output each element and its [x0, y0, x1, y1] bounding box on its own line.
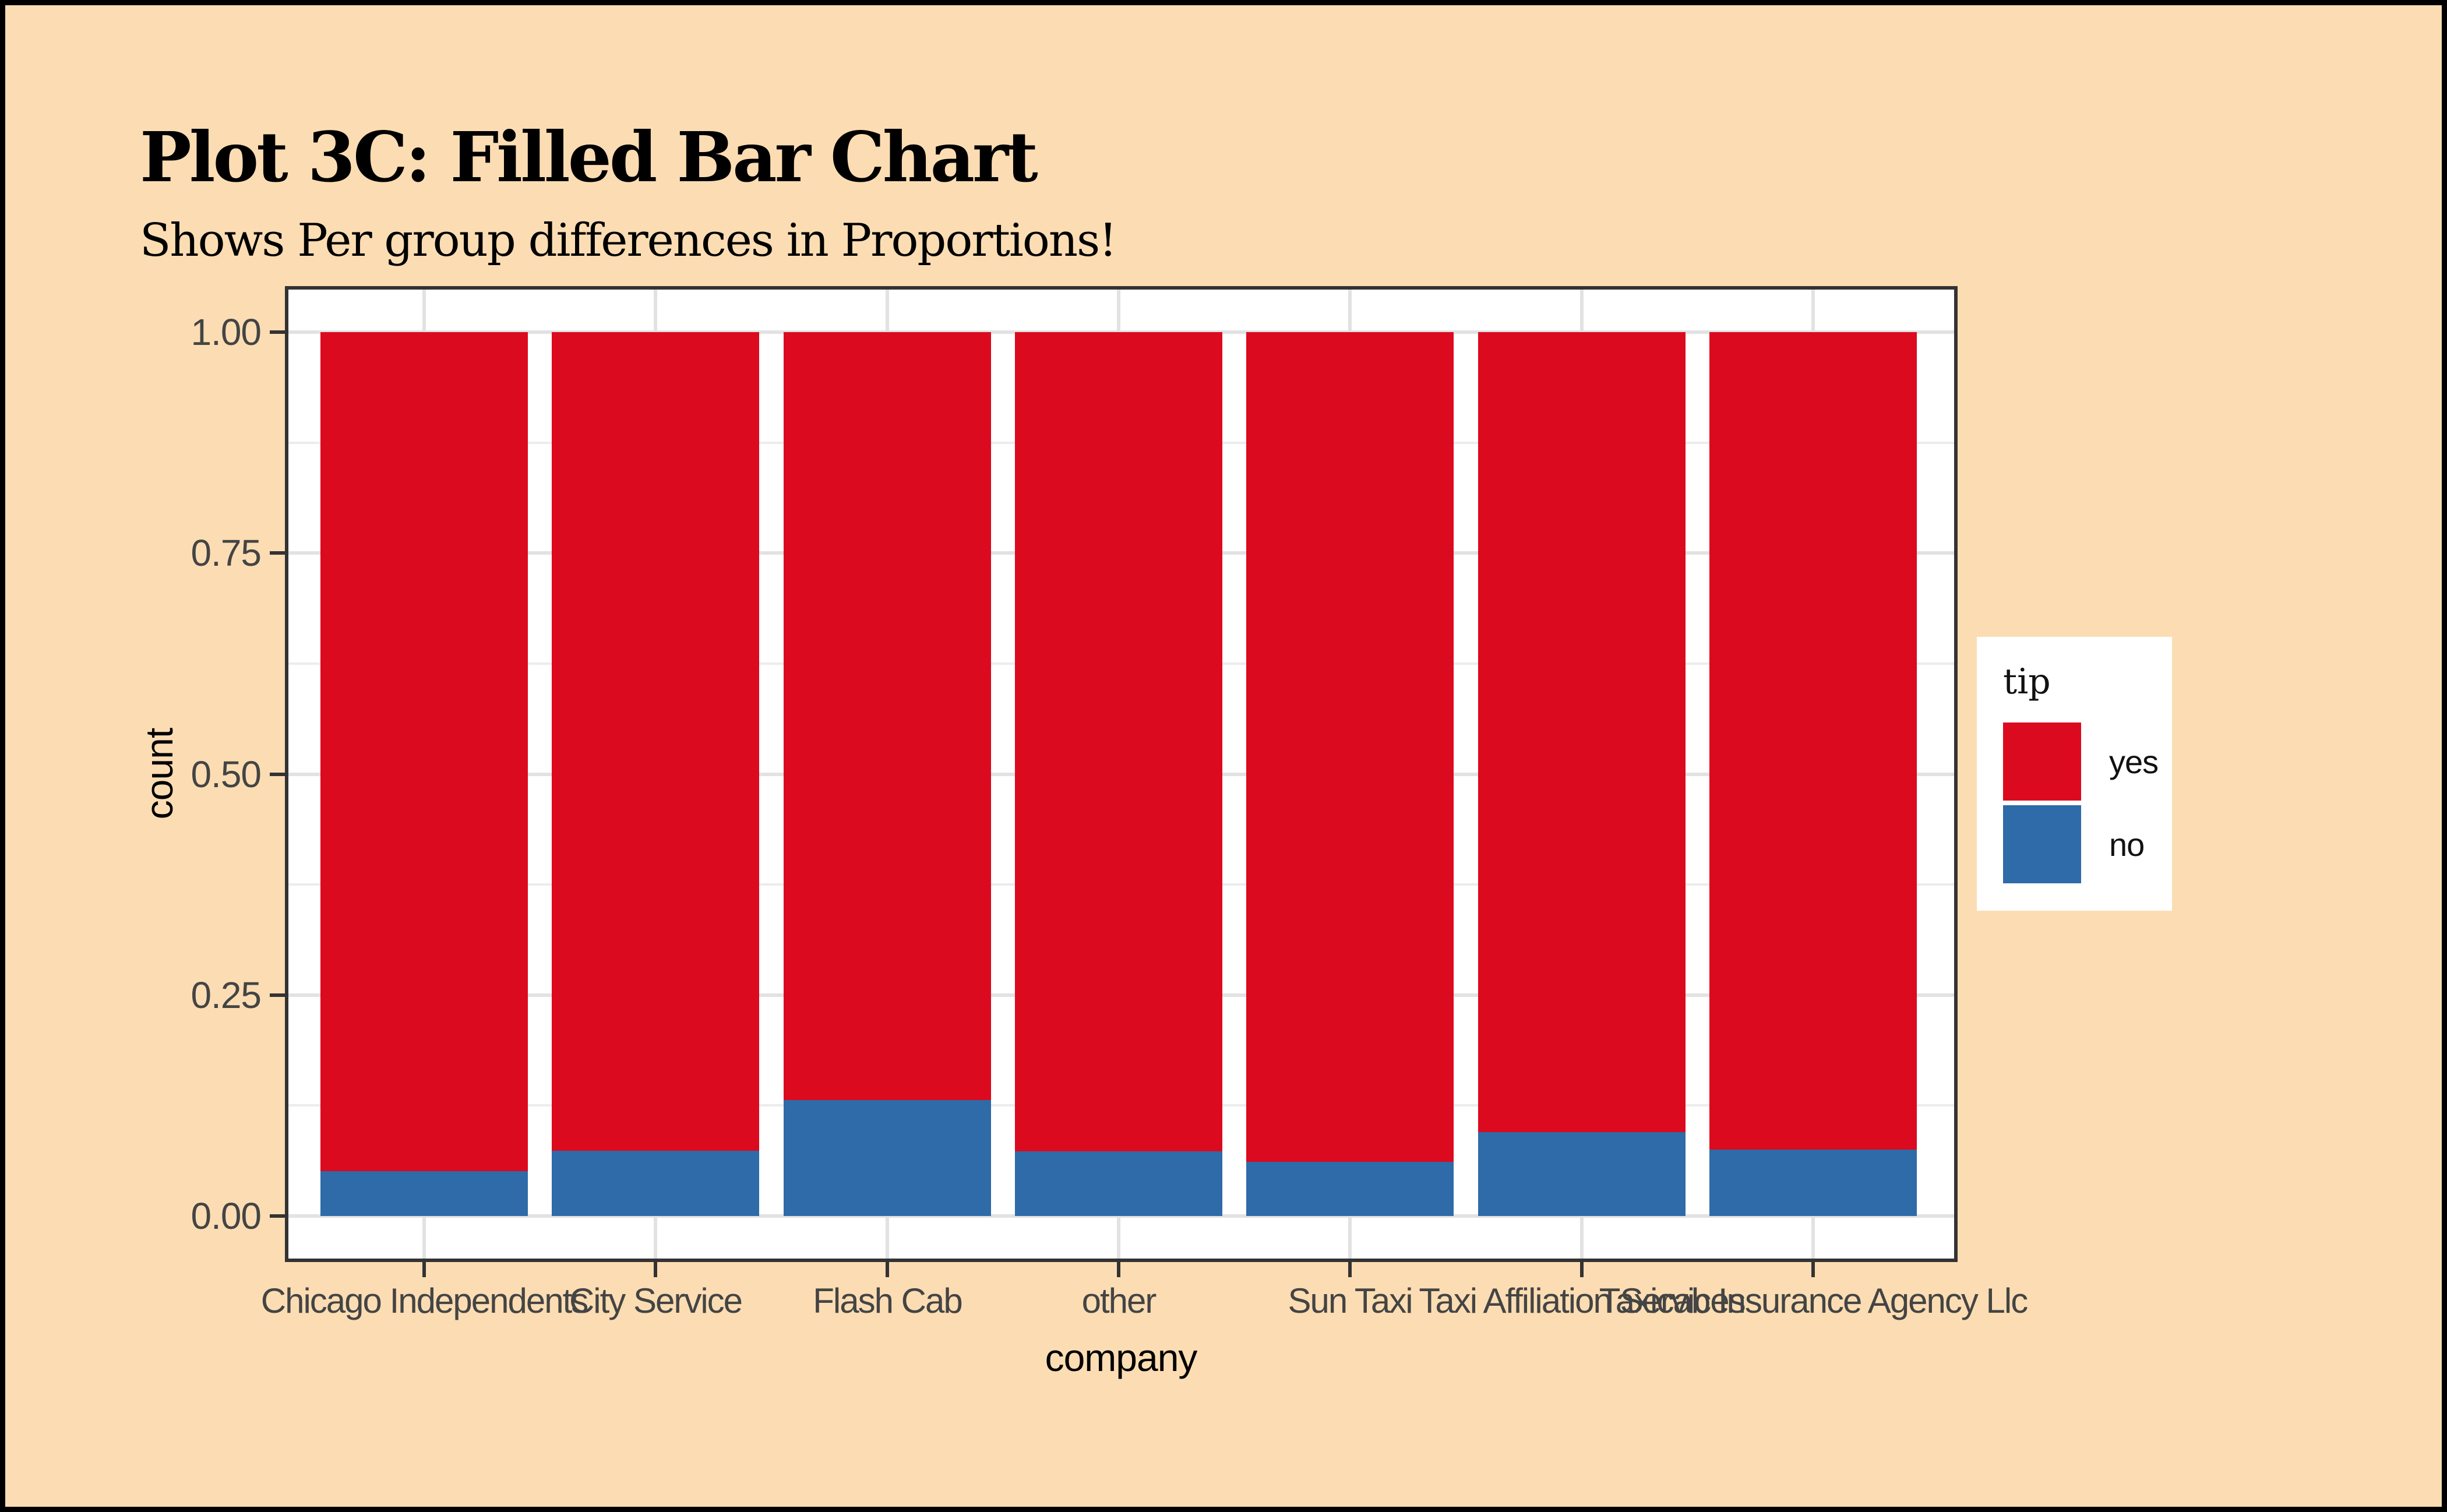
- legend-entries: yes no: [2003, 722, 2159, 883]
- bar-segment-yes: [1246, 332, 1454, 1162]
- bar-segment-yes: [1709, 332, 1917, 1150]
- x-tick-mark: [422, 1262, 426, 1277]
- legend-entry-label: no: [2109, 826, 2145, 863]
- y-tick-mark: [270, 772, 285, 776]
- bar-segment-no: [1478, 1132, 1686, 1216]
- y-tick-label: 0.25: [191, 974, 262, 1016]
- chart-subtitle: Shows Per group differences in Proportio…: [140, 214, 1117, 267]
- x-tick-label: Chicago Independents: [260, 1281, 588, 1320]
- bar-segment-no: [784, 1100, 991, 1216]
- x-tick-label: Taxicab Insurance Agency Llc: [1599, 1281, 2028, 1320]
- bar-segment-yes: [784, 332, 991, 1101]
- x-tick-label: Sun Taxi: [1288, 1281, 1413, 1320]
- bar-segment-no: [320, 1171, 528, 1216]
- legend-entry-label: yes: [2109, 743, 2159, 780]
- gridline-horizontal-major: [288, 1214, 1954, 1218]
- bar-segment-no: [552, 1150, 759, 1216]
- x-tick-mark: [1348, 1262, 1352, 1277]
- y-tick-mark: [270, 1214, 285, 1218]
- bar-segment-yes: [1015, 332, 1222, 1152]
- y-tick-mark: [270, 330, 285, 334]
- x-tick-label: Taxi Affiliation Services: [1419, 1281, 1746, 1320]
- x-tick-mark: [1580, 1262, 1584, 1277]
- bar-segment-yes: [1478, 332, 1686, 1132]
- x-tick-mark: [654, 1262, 657, 1277]
- legend-entry: no: [2003, 805, 2146, 883]
- x-tick-mark: [1811, 1262, 1815, 1277]
- x-tick-mark: [1117, 1262, 1120, 1277]
- y-tick-label: 0.50: [191, 753, 262, 795]
- y-tick-label: 1.00: [191, 311, 262, 353]
- bar-segment-yes: [320, 332, 528, 1171]
- plot-panel: [285, 286, 1958, 1262]
- x-tick-label: City Service: [569, 1281, 743, 1320]
- bar-segment-no: [1015, 1151, 1222, 1216]
- legend-key-swatch: [2003, 722, 2081, 801]
- x-tick-label: other: [1081, 1281, 1157, 1320]
- x-tick-mark: [886, 1262, 889, 1277]
- chart-title: Plot 3C: Filled Bar Chart: [140, 117, 1038, 198]
- legend-entry: yes: [2003, 722, 2159, 801]
- legend-key-swatch: [2003, 805, 2081, 883]
- bar-segment-yes: [552, 332, 759, 1151]
- y-tick-label: 0.00: [191, 1195, 262, 1237]
- legend: tip yes no: [1977, 637, 2172, 911]
- y-axis-title: count: [137, 728, 181, 820]
- bar-segment-no: [1709, 1150, 1917, 1216]
- x-axis-title: company: [1045, 1336, 1198, 1379]
- x-tick-label: Flash Cab: [813, 1281, 962, 1320]
- bar-segment-no: [1246, 1162, 1454, 1216]
- y-tick-mark: [270, 551, 285, 555]
- y-tick-label: 0.75: [191, 532, 262, 575]
- y-tick-mark: [270, 993, 285, 997]
- legend-title: tip: [2003, 661, 2051, 702]
